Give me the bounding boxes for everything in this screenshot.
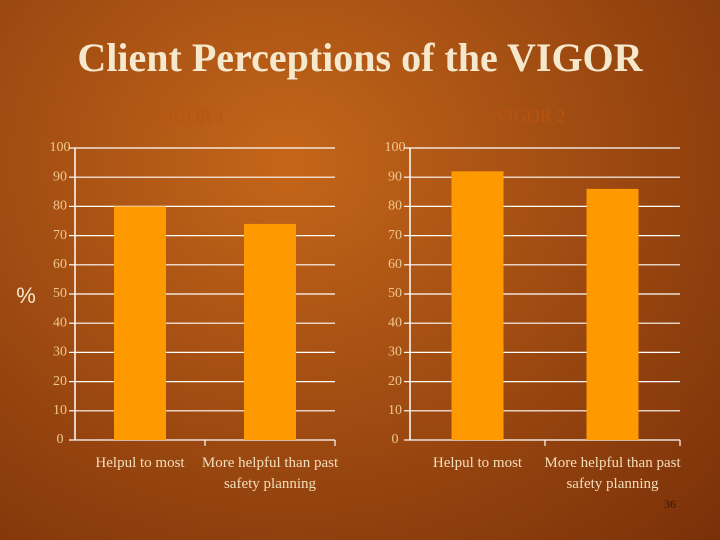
y-tick-label: 50: [53, 286, 67, 301]
y-tick-label: 0: [57, 432, 64, 447]
x-tick-label: More helpful than past safety planning: [201, 455, 339, 492]
slide-title: Client Perceptions of the VIGOR: [77, 35, 643, 80]
page-number: 36: [664, 497, 676, 511]
chart-title: VIGOR 1: [155, 106, 226, 126]
y-tick-label: 30: [53, 345, 67, 360]
y-tick-label: 70: [388, 228, 402, 243]
y-tick-label: 90: [53, 169, 67, 184]
x-tick-label: More helpful than past safety planning: [544, 455, 681, 492]
y-tick-label: 70: [53, 228, 67, 243]
y-tick-label: 20: [53, 374, 67, 389]
bar: [244, 223, 296, 440]
y-tick-label: 60: [53, 257, 67, 272]
y-axis-label: %: [16, 283, 36, 308]
y-tick-label: 20: [388, 374, 402, 389]
y-tick-label: 100: [50, 140, 71, 155]
y-tick-label: 80: [53, 199, 67, 214]
y-tick-label: 30: [388, 345, 402, 360]
chart-title: VIGOR 2: [495, 106, 566, 126]
bar: [586, 188, 639, 440]
y-tick-label: 0: [392, 432, 399, 447]
y-tick-label: 60: [388, 257, 402, 272]
y-tick-label: 80: [388, 199, 402, 214]
x-tick-label: Helpul to most: [95, 455, 185, 471]
bar: [114, 206, 166, 440]
y-tick-label: 40: [388, 315, 402, 330]
y-tick-label: 10: [388, 403, 402, 418]
y-tick-label: 10: [53, 403, 67, 418]
bar: [451, 171, 504, 441]
y-tick-label: 90: [388, 169, 402, 184]
y-tick-label: 50: [388, 286, 402, 301]
y-tick-label: 40: [53, 315, 67, 330]
y-tick-label: 100: [385, 140, 406, 155]
x-tick-label: Helpul to most: [432, 455, 523, 471]
